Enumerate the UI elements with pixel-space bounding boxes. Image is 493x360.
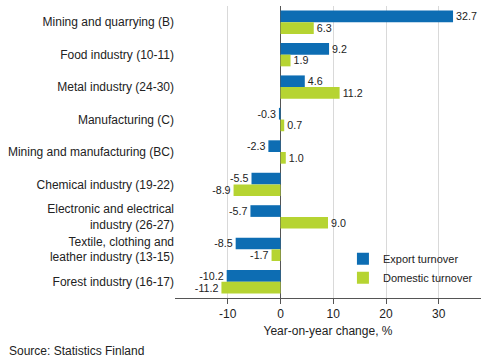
svg-text:-8.9: -8.9 bbox=[212, 184, 230, 196]
svg-text:1.0: 1.0 bbox=[289, 152, 304, 164]
svg-text:-10: -10 bbox=[219, 307, 237, 321]
svg-text:9.2: 9.2 bbox=[332, 43, 347, 55]
svg-text:6.3: 6.3 bbox=[317, 22, 332, 34]
svg-text:Forest industry (16-17): Forest industry (16-17) bbox=[53, 275, 174, 289]
svg-text:Export turnover: Export turnover bbox=[383, 253, 459, 265]
svg-text:Manufacturing (C): Manufacturing (C) bbox=[78, 113, 174, 127]
svg-text:Mining and manufacturing (BC): Mining and manufacturing (BC) bbox=[8, 145, 174, 159]
svg-text:30: 30 bbox=[432, 307, 446, 321]
svg-text:-5.5: -5.5 bbox=[230, 172, 248, 184]
svg-text:-2.3: -2.3 bbox=[247, 140, 265, 152]
svg-text:4.6: 4.6 bbox=[308, 75, 323, 87]
svg-text:-11.2: -11.2 bbox=[195, 282, 219, 294]
svg-text:11.2: 11.2 bbox=[343, 87, 363, 99]
svg-text:Source: Statistics Finland: Source: Statistics Finland bbox=[9, 344, 144, 358]
svg-text:1.9: 1.9 bbox=[294, 54, 309, 66]
svg-text:-10.2: -10.2 bbox=[199, 270, 223, 282]
svg-text:Food industry (10-11): Food industry (10-11) bbox=[60, 48, 174, 62]
svg-text:32.7: 32.7 bbox=[456, 10, 477, 22]
svg-text:-8.5: -8.5 bbox=[214, 237, 232, 249]
svg-text:-5.7: -5.7 bbox=[229, 205, 247, 217]
svg-text:Chemical industry (19-22): Chemical industry (19-22) bbox=[37, 178, 174, 192]
svg-text:0.7: 0.7 bbox=[287, 119, 302, 131]
svg-text:0: 0 bbox=[277, 307, 284, 321]
svg-text:Electronic and electricalindus: Electronic and electricalindustry (26-27… bbox=[47, 202, 174, 232]
svg-text:10: 10 bbox=[327, 307, 341, 321]
svg-text:Year-on-year change, %: Year-on-year change, % bbox=[264, 324, 393, 338]
svg-text:20: 20 bbox=[379, 307, 393, 321]
svg-text:Metal industry (24-30): Metal industry (24-30) bbox=[57, 80, 174, 94]
svg-text:9.0: 9.0 bbox=[331, 217, 346, 229]
svg-text:-0.3: -0.3 bbox=[257, 108, 275, 120]
svg-text:Domestic turnover: Domestic turnover bbox=[383, 272, 473, 284]
svg-text:-1.7: -1.7 bbox=[250, 249, 268, 261]
svg-text:Mining and quarrying (B): Mining and quarrying (B) bbox=[43, 15, 174, 29]
svg-text:Textile, clothing andleather i: Textile, clothing andleather industry (1… bbox=[50, 235, 174, 265]
